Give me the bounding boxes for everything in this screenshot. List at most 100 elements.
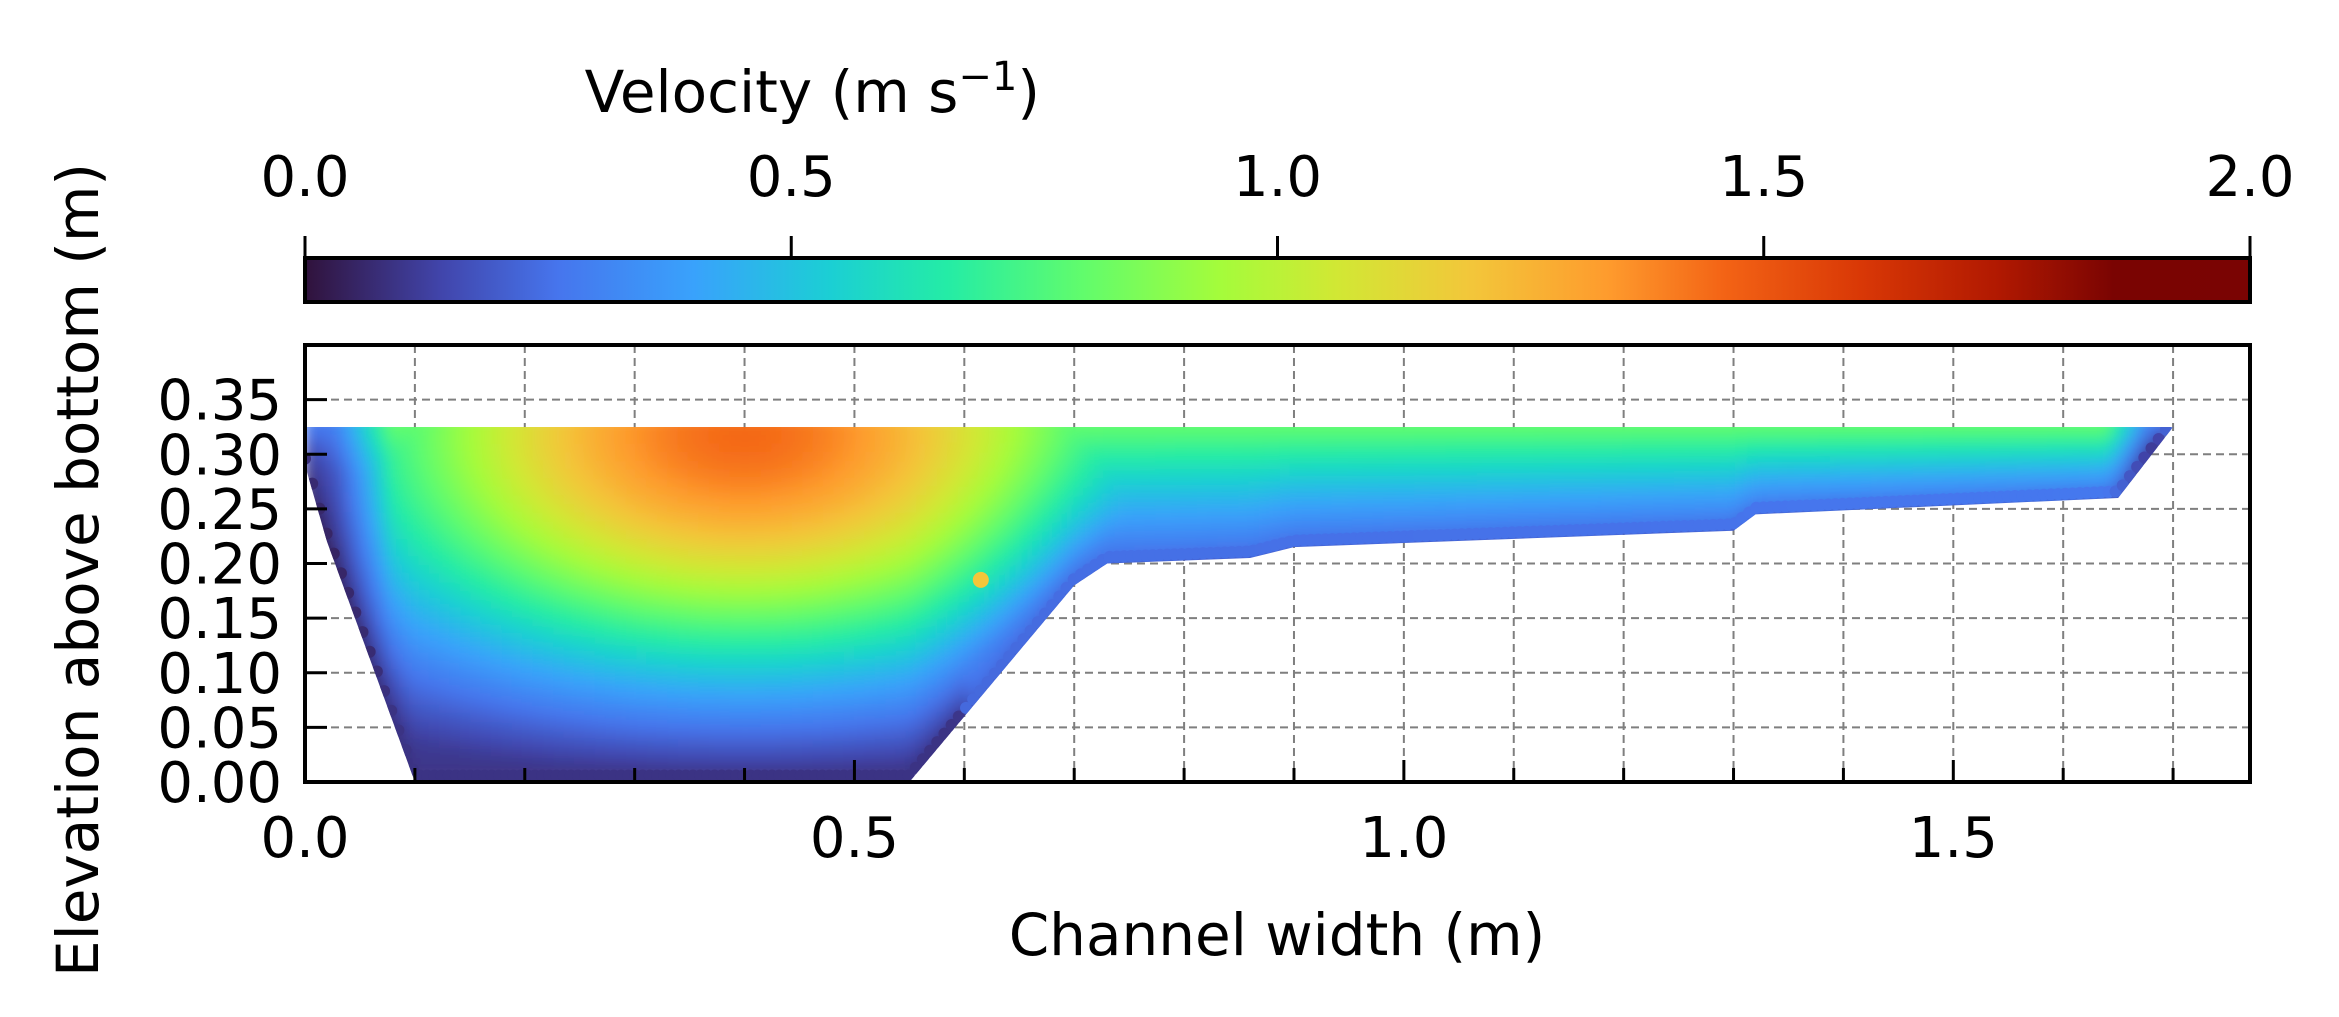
velocity-cell (926, 659, 940, 670)
velocity-cell (615, 563, 628, 574)
velocity-cell (739, 510, 753, 522)
velocity-cell (407, 441, 421, 452)
velocity-cell (1082, 441, 1095, 452)
velocity-cell (1186, 598, 1199, 609)
velocity-cell (1466, 659, 1479, 670)
velocity-cell (1030, 624, 1043, 635)
velocity-cell (1258, 467, 1272, 479)
velocity-cell (1487, 650, 1500, 662)
velocity-cell (1289, 563, 1303, 574)
velocity-cell (1238, 728, 1251, 740)
velocity-cell (750, 519, 763, 531)
velocity-cell (1300, 754, 1313, 766)
velocity-cell (1165, 426, 1178, 435)
velocity-cell (957, 571, 971, 583)
velocity-cell (802, 728, 815, 740)
velocity-cell (345, 519, 358, 531)
velocity-cell (760, 484, 774, 496)
velocity-cell (1435, 728, 1448, 740)
velocity-cell (387, 528, 400, 540)
velocity-cell (1258, 426, 1272, 435)
velocity-cell (542, 659, 556, 670)
velocity-cell (1404, 580, 1417, 592)
velocity-cell (822, 467, 836, 479)
velocity-cell (397, 554, 410, 566)
velocity-cell (1476, 598, 1490, 609)
velocity-cell (1196, 746, 1209, 757)
velocity-cell (1051, 537, 1064, 548)
velocity-cell (926, 493, 940, 505)
velocity-cell (1020, 467, 1033, 479)
velocity-cell (1061, 537, 1074, 548)
velocity-cell (1445, 632, 1458, 644)
velocity-cell (1435, 650, 1448, 662)
velocity-cell (1217, 563, 1230, 574)
velocity-cell (895, 720, 908, 731)
velocity-cell (1123, 598, 1137, 609)
velocity-cell (511, 545, 524, 557)
velocity-cell (573, 476, 587, 487)
velocity-cell (1414, 598, 1427, 609)
velocity-cell (843, 554, 857, 566)
velocity-cell (1061, 571, 1074, 583)
velocity-cell (1507, 426, 1521, 435)
velocity-cell (667, 510, 680, 522)
velocity-cell (1466, 415, 1478, 426)
velocity-cell (947, 432, 960, 444)
velocity-cell (1082, 528, 1095, 540)
velocity-cell (1238, 493, 1251, 505)
velocity-cell (1051, 571, 1064, 583)
velocity-cell (1030, 415, 1042, 426)
velocity-cell (1466, 598, 1479, 609)
velocity-cell (646, 598, 659, 609)
velocity-cell (428, 432, 441, 444)
velocity-cell (739, 693, 753, 705)
velocity-cell (1206, 606, 1220, 618)
velocity-cell (511, 580, 524, 592)
velocity-cell (687, 685, 701, 696)
velocity-cell (1206, 589, 1220, 601)
velocity-cell (978, 641, 991, 653)
velocity-cell (708, 432, 722, 444)
velocity-cell (812, 467, 825, 479)
velocity-cell (1103, 615, 1116, 627)
velocity-cell (449, 571, 462, 583)
velocity-cell (885, 484, 898, 496)
velocity-cell (366, 554, 379, 566)
velocity-cell (418, 632, 431, 644)
velocity-cell (999, 589, 1012, 601)
velocity-cell (511, 641, 524, 653)
velocity-cell (1051, 711, 1064, 723)
velocity-cell (1144, 458, 1158, 470)
velocity-cell (916, 426, 929, 435)
velocity-cell (335, 659, 348, 670)
velocity-cell (1248, 702, 1261, 714)
velocity-cell (771, 467, 784, 479)
velocity-cell (1331, 624, 1344, 635)
velocity-cell (1020, 554, 1033, 566)
velocity-cell (1341, 720, 1355, 731)
velocity-cell (1071, 502, 1085, 513)
velocity-cell (573, 606, 587, 618)
velocity-cell (1300, 432, 1313, 444)
velocity-cell (1487, 606, 1500, 618)
velocity-cell (698, 441, 711, 452)
velocity-cell (1487, 426, 1500, 435)
velocity-cell (1445, 650, 1458, 662)
velocity-cell (449, 528, 462, 540)
velocity-cell (1030, 502, 1043, 513)
velocity-cell (1092, 685, 1106, 696)
velocity-cell (459, 693, 473, 705)
velocity-cell (438, 580, 452, 592)
velocity-cell (750, 650, 763, 662)
velocity-cell (314, 720, 327, 731)
velocity-cell (584, 606, 597, 618)
velocity-cell (999, 580, 1012, 592)
velocity-cell (1040, 650, 1054, 662)
velocity-cell (387, 624, 400, 635)
velocity-cell (1279, 441, 1292, 452)
velocity-cell (864, 510, 877, 522)
velocity-cell (999, 746, 1012, 757)
velocity-cell (1435, 676, 1448, 688)
velocity-cell (854, 441, 867, 452)
